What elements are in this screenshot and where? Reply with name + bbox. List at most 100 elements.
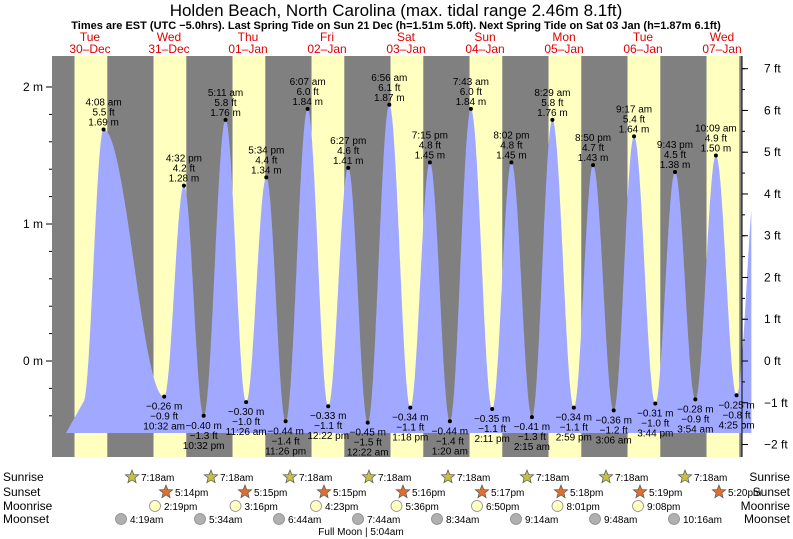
right-axis-label: 5 ft [764,145,781,159]
high-tide-feet: 4.5 ft [664,150,686,161]
moonrise-time: 9:08pm [647,502,680,513]
high-tide-point [713,153,718,158]
high-tide-point [509,160,514,165]
high-tide-feet: 4.6 ft [337,146,359,157]
tide-curve [66,104,752,434]
low-tide-point [244,400,249,405]
low-tide-point [201,413,206,418]
sunset-icon [553,484,569,499]
moonset-icon [431,513,443,525]
sunrise-icon [361,469,377,484]
sunrise-icon [440,469,456,484]
high-tide-time: 6:56 am [371,73,407,84]
low-tide-time: 2:15 am [514,442,550,453]
day-weekday-label: Sun [474,30,495,44]
low-tide-meters: −0.31 m [637,408,673,419]
sunrise-icon [124,469,140,484]
moonrise-time: 5:36pm [406,502,439,513]
right-axis-label: 1 ft [764,312,781,326]
low-tide-feet: −1.4 ft [436,436,464,447]
day-date-label: 04–Jan [465,42,504,56]
low-tide-time: 3:06 am [596,435,632,446]
high-tide-meters: 1.43 m [578,153,609,164]
right-axis-label: 7 ft [764,62,781,76]
low-tide-meters: −0.44 m [267,426,303,437]
low-tide-meters: −0.34 m [392,413,428,424]
high-tide-meters: 1.87 m [374,93,405,104]
low-tide-time: 10:32 pm [183,441,225,452]
low-tide-feet: −1.1 ft [396,423,424,434]
low-tide-time: 12:22 pm [307,431,349,442]
right-axis-label: 3 ft [764,229,781,243]
high-tide-point [101,127,106,132]
day-date-label: 01–Jan [228,42,267,56]
day-date-label: 30–Dec [69,42,110,56]
sunrise-time: 7:18am [615,473,648,484]
sunrise-row-label-left: Sunrise [3,470,44,484]
high-tide-meters: 1.50 m [701,144,732,155]
sunset-time: 5:17pm [491,488,524,499]
low-tide-point [693,397,698,402]
day-weekday-label: Fri [320,30,334,44]
high-tide-meters: 1.76 m [210,108,241,119]
moonset-time: 4:19am [130,515,163,526]
day-date-label: 05–Jan [544,42,583,56]
day-weekday-label: Mon [552,30,575,44]
sunrise-icon [282,469,298,484]
high-tide-point [427,160,432,165]
sunset-time: 5:14pm [175,488,208,499]
sun-moon-rows: Sunrise Sunrise 7:18am 7:18am 7:18am 7:18am 7:… [3,469,791,526]
day-weekday-label: Tue [633,30,654,44]
high-tide-time: 9:43 pm [657,140,693,151]
low-tide-meters: −0.33 m [310,411,346,422]
high-tide-point [387,102,392,107]
high-tide-point [264,175,269,180]
high-tide-feet: 4.7 ft [582,143,604,154]
high-tide-feet: 4.9 ft [705,134,727,145]
sunset-icon [711,484,727,499]
high-tide-time: 9:17 am [616,104,652,115]
high-tide-feet: 5.8 ft [214,98,236,109]
right-axis-label: 4 ft [764,187,781,201]
low-tide-point [408,405,413,410]
moonrise-icon [149,500,161,512]
low-tide-time: 1:20 am [432,446,468,457]
sunrise-time: 7:18am [378,473,411,484]
moonrise-icon [229,500,242,512]
high-tide-meters: 1.41 m [333,156,364,167]
low-tide-feet: −0.8 ft [723,410,751,421]
high-tide-time: 8:02 pm [493,130,529,141]
high-tide-time: 5:11 am [208,88,243,99]
high-tide-meters: 1.45 m [415,150,446,161]
moonset-icon [668,513,680,525]
low-tide-meters: −0.41 m [514,422,550,433]
high-tide-feet: 5.5 ft [92,107,114,118]
moonset-time: 9:14am [525,515,558,526]
high-tide-point [346,165,351,170]
high-tide-meters: 1.45 m [496,150,527,161]
high-tide-feet: 6.1 ft [378,83,400,94]
chart-title: Holden Beach, North Carolina (max. tidal… [170,1,623,20]
tide-area-fill [66,104,752,434]
sunrise-icon [677,469,693,484]
sunrise-icon [598,469,614,484]
high-tide-time: 4:32 pm [166,154,202,165]
moonrise-icon [632,500,644,512]
low-tide-meters: −0.30 m [228,407,264,418]
moonset-icon [352,513,364,525]
low-tide-point [365,420,370,425]
sunset-icon [474,484,490,499]
low-tide-time: 2:11 pm [474,434,509,445]
high-tide-point [223,117,228,122]
sunset-icon [237,484,253,499]
sunrise-time: 7:18am [299,473,332,484]
low-tide-feet: −1.3 ft [518,432,546,443]
high-tide-point [550,117,555,122]
sunrise-row-label-right: Sunrise [749,470,790,484]
low-tide-feet: −1.2 ft [600,425,628,436]
low-tide-meters: −0.45 m [350,428,386,439]
high-tide-time: 4:08 am [86,97,122,108]
sunrise-time: 7:18am [220,473,253,484]
high-tide-feet: 6.0 ft [460,87,482,98]
